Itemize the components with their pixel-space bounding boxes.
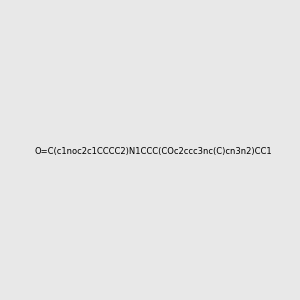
Text: O=C(c1noc2c1CCCC2)N1CCC(COc2ccc3nc(C)cn3n2)CC1: O=C(c1noc2c1CCCC2)N1CCC(COc2ccc3nc(C)cn3… [35,147,273,156]
